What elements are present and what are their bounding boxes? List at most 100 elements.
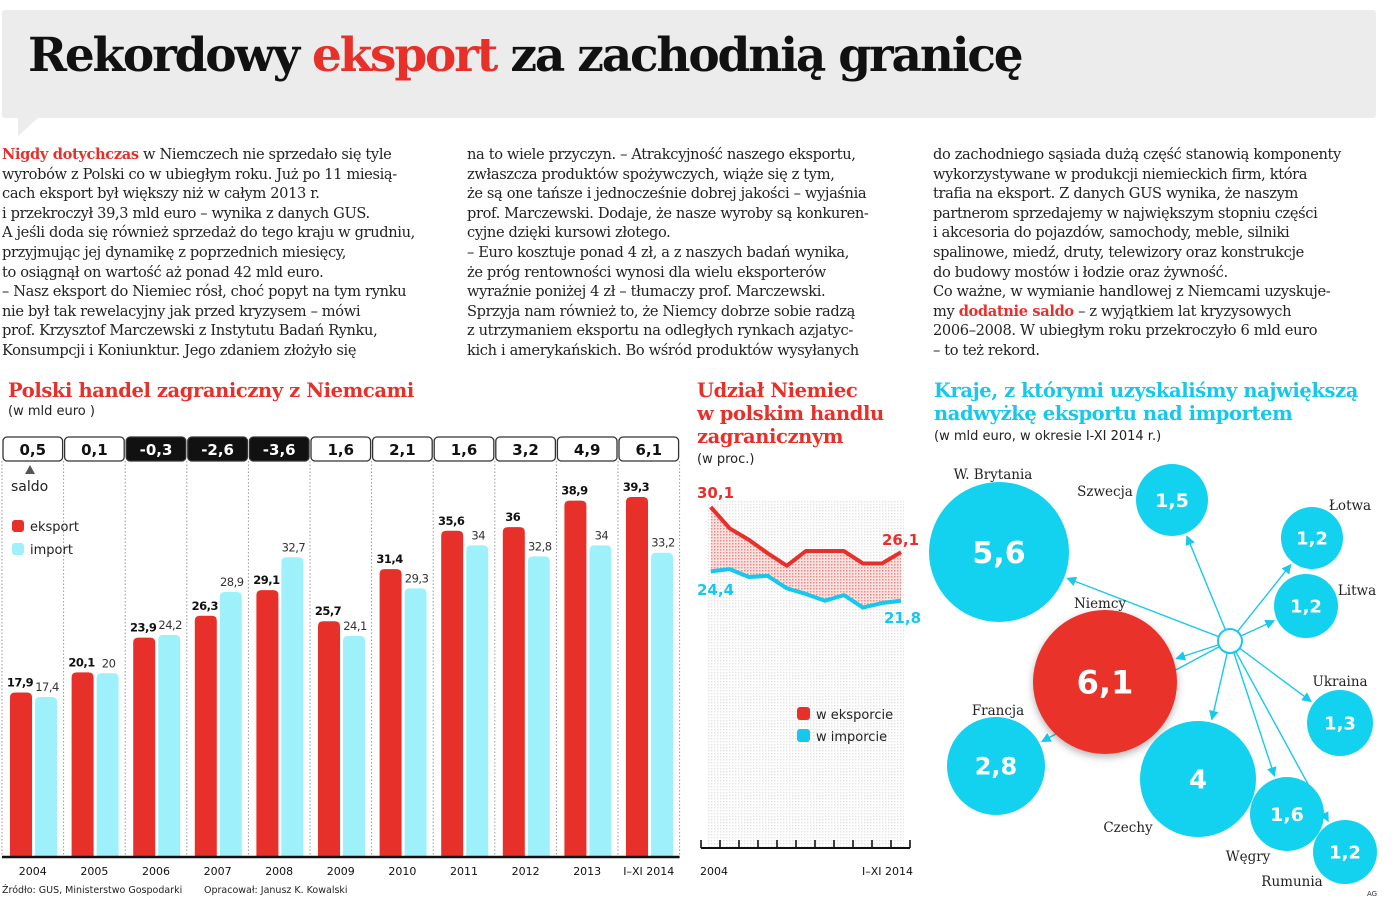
year-label: 2004 (19, 865, 47, 878)
country-label: Rumunia (1261, 874, 1322, 890)
saldo-box (2, 436, 64, 462)
import-value-label: 32,7 (282, 540, 306, 554)
import-value-label: 34 (471, 528, 485, 542)
legend-label-import: import (30, 543, 73, 558)
article-line: to osiągnął on wartość aż ponad 42 mld e… (2, 263, 415, 283)
article-line: że są one tańsze i jednocześnie dobrej j… (467, 184, 869, 204)
import-value-label: 33,2 (651, 536, 675, 550)
export-value-label: 31,4 (376, 552, 403, 566)
export-bar (318, 621, 340, 856)
article-line: my dodatnie saldo – z wyjątkiem lat kryz… (933, 302, 1341, 322)
text-segment: 2006–2008. W ubiegłym roku przekroczyło … (933, 322, 1318, 340)
legend-swatch-export (797, 707, 810, 720)
header-tail (18, 118, 38, 136)
legend-swatch-import (797, 729, 810, 742)
saldo-value: 0,5 (20, 441, 47, 459)
article-line: Co ważne, w wymianie handlowej z Niemcam… (933, 282, 1341, 302)
article-line: Sprzyja nam również to, że Niemcy dobrze… (467, 302, 869, 322)
text-segment: z utrzymaniem eksportu na odległych rynk… (467, 322, 853, 340)
year-label: 2009 (327, 865, 355, 878)
bubble-szwecja (1136, 464, 1208, 536)
article-line: i przekroczył 39,3 mld euro – wynika z d… (2, 204, 415, 224)
country-label: Szwecja (1077, 484, 1133, 500)
bubble-value: 4 (1189, 765, 1207, 795)
legend-label-export: eksport (30, 520, 79, 535)
text-segment: na to wiele przyczyn. – Atrakcyjność nas… (467, 146, 856, 163)
saldo-value: -3,6 (263, 441, 296, 459)
import-bar (527, 556, 550, 856)
saldo-value: 4,9 (574, 441, 601, 459)
text-segment: – z wyjątkiem lat kryzysowych (1073, 302, 1292, 320)
saldo-box (495, 436, 557, 462)
text-segment: A jeśli doda się również sprzedaż do teg… (2, 224, 415, 242)
hub-node (1217, 628, 1243, 654)
export-bar (133, 637, 156, 856)
export-bar (441, 530, 464, 856)
import-bar (281, 557, 304, 856)
export-value-label: 25,7 (315, 604, 342, 618)
x-tick-label: I–XI 2014 (862, 865, 913, 878)
import-bar (96, 673, 119, 856)
country-label: Niemcy (1074, 596, 1126, 612)
title-part-2: za zachodnią granicę (496, 28, 1023, 83)
bar-chart-title: Polski handel zagraniczny z Niemcami (8, 379, 414, 402)
import-bar (219, 592, 242, 856)
article-line: – to też rekord. (933, 341, 1341, 361)
text-segment: w Niemczech nie sprzedało się tyle (138, 146, 392, 163)
text-segment: Konsumpcji i Koniunktur. Jego zdaniem zł… (2, 341, 357, 359)
article-line: wykorzystywane w produkcji niemieckich f… (933, 165, 1341, 185)
export-bar (564, 500, 587, 856)
line-chart-title-line: Udział Niemiec (697, 379, 858, 402)
line-chart-title-line: w polskim handlu (697, 402, 884, 425)
article-line: cach eksport był większy niż w całym 201… (2, 184, 415, 204)
text-segment: prof. Krzysztof Marczewski z Instytutu B… (2, 322, 378, 340)
import-bar (158, 634, 181, 856)
text-segment: nie był tak rewelacyjny jak przed kryzys… (2, 302, 361, 320)
saldo-box (310, 436, 372, 462)
saldo-box (248, 436, 310, 462)
article-line: zwłaszcza produktów spożywczych, wiąże s… (467, 165, 869, 185)
connector-arrow (1208, 652, 1228, 721)
text-segment: kich i amerykańskich. Bo wśród produktów… (467, 341, 859, 359)
year-label: 2013 (573, 865, 601, 878)
article-line: nie był tak rewelacyjny jak przed kryzys… (2, 302, 415, 322)
connector-arrow (1185, 535, 1227, 631)
article-line: 2006–2008. W ubiegłym roku przekroczyło … (933, 321, 1341, 341)
bubble-chart-title-line: Kraje, z którymi uzyskaliśmy największą (934, 379, 1359, 402)
saldo-value: 2,1 (389, 441, 416, 459)
saldo-value: 3,2 (512, 441, 539, 459)
export-bar (379, 569, 402, 856)
text-segment: spalinowe, miedź, druty, telewizory oraz… (933, 243, 1304, 261)
year-label: 2010 (388, 865, 416, 878)
article-line: z utrzymaniem eksportu na odległych rynk… (467, 321, 869, 341)
text-segment: cyjne dzięki kursowi złotego. (467, 224, 671, 242)
header-banner (2, 10, 1376, 118)
bubble-rumunia (1313, 820, 1377, 884)
country-label: Litwa (1338, 583, 1376, 599)
article-line: – Nasz eksport do Niemiec rósł, choć pop… (2, 282, 415, 302)
text-segment: – Euro kosztuje ponad 4 zł, a z naszych … (467, 243, 850, 261)
import-value-label: 34 (595, 528, 609, 542)
title-highlight: eksport (311, 28, 498, 83)
year-label: I–XI 2014 (623, 865, 674, 878)
saldo-box (125, 436, 187, 462)
saldo-pointer-icon (25, 465, 35, 474)
bubble-value: 1,6 (1270, 804, 1304, 826)
article-line: partnerom sprzedajemy w największym stop… (933, 204, 1341, 224)
import-bar (343, 635, 365, 856)
text-segment: wyraźnie poniżej 4 zł – tłumaczy prof. M… (467, 283, 826, 301)
article-line: wyrobów z Polski co w ubiegłym roku. Już… (2, 165, 415, 185)
bubble-niemcy (1033, 610, 1177, 754)
connector-arrow (1233, 652, 1277, 777)
import-share-line (710, 567, 902, 610)
connector-arrow (1239, 647, 1312, 703)
surplus-area (710, 507, 901, 608)
text-segment: partnerom sprzedajemy w największym stop… (933, 204, 1318, 222)
import-value-label: 29,3 (405, 571, 429, 585)
import-bar (35, 697, 57, 856)
article-line: i akcesoria do pojazdów, samochody, mebl… (933, 223, 1341, 243)
import-bar (589, 545, 612, 856)
bubble-chart-subtitle: (w mld euro, w okresie I-XI 2014 r.) (934, 429, 1162, 444)
